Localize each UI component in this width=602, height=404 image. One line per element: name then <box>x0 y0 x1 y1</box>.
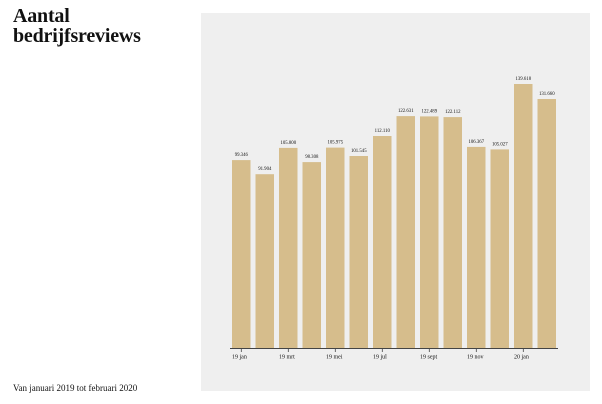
data-label-19-jan: 99.346 <box>235 153 249 158</box>
bars-group <box>232 84 556 349</box>
x-tick-label-19-mei: 19 mei <box>326 355 343 361</box>
chart-title: Aantal bedrijfsreviews <box>13 5 141 47</box>
bar-19-feb <box>255 174 274 348</box>
bar-19-aug <box>396 116 415 348</box>
bar-19-sept <box>420 116 439 349</box>
bar-20-feb <box>537 99 556 348</box>
x-tick-label-19-nov: 19 nov <box>467 355 484 361</box>
chart-panel: 99.346 91.904 105.800 98.308 105.975 101.545 1… <box>201 13 590 391</box>
bar-19-dec <box>490 149 509 348</box>
bar-19-mrt <box>279 147 298 348</box>
data-label-19-jul: 112.110 <box>375 129 391 134</box>
data-labels-group: 99.346 91.904 105.800 98.308 105.975 101.545 1… <box>235 77 555 172</box>
data-label-20-jan: 139.618 <box>516 77 532 82</box>
bar-19-jul <box>373 136 392 348</box>
data-label-19-nov: 106.367 <box>469 140 485 145</box>
bar-19-apr <box>302 162 321 348</box>
data-label-19-mrt: 105.800 <box>281 141 297 146</box>
x-tick-label-19-jul: 19 jul <box>373 355 387 361</box>
bar-19-nov <box>467 146 486 348</box>
bar-19-jun <box>349 156 368 348</box>
data-label-19-apr: 98.308 <box>305 155 319 160</box>
bar-19-mei <box>326 147 345 348</box>
data-label-19-dec: 105.027 <box>492 142 508 147</box>
data-label-19-sept: 122.489 <box>422 109 438 114</box>
bar-19-jan <box>232 160 251 348</box>
x-tick-label-19-jan: 19 jan <box>232 355 247 361</box>
bar-19-okt <box>443 117 462 348</box>
data-label-20-feb: 131.660 <box>539 92 555 97</box>
data-label-19-jun: 101.545 <box>351 149 367 154</box>
data-label-19-okt: 122.112 <box>445 110 461 115</box>
bar-20-jan <box>514 84 533 348</box>
x-tick-label-19-mrt: 19 mrt <box>279 355 295 361</box>
chart-subtitle: Van januari 2019 tot februari 2020 <box>13 383 138 393</box>
x-tick-label-19-sept: 19 sept <box>420 355 437 361</box>
data-label-19-feb: 91.904 <box>258 167 272 172</box>
data-label-19-mei: 105.975 <box>328 141 344 146</box>
x-tick-label-20-jan: 20 jan <box>514 355 529 361</box>
bar-chart: 99.346 91.904 105.800 98.308 105.975 101.545 1… <box>230 77 558 361</box>
x-ticks-group <box>240 348 524 352</box>
x-tick-labels-group: 19 jan 19 mrt 19 mei 19 jul 19 sept 19 nov 20 … <box>232 355 529 361</box>
data-label-19-aug: 122.631 <box>398 109 414 114</box>
